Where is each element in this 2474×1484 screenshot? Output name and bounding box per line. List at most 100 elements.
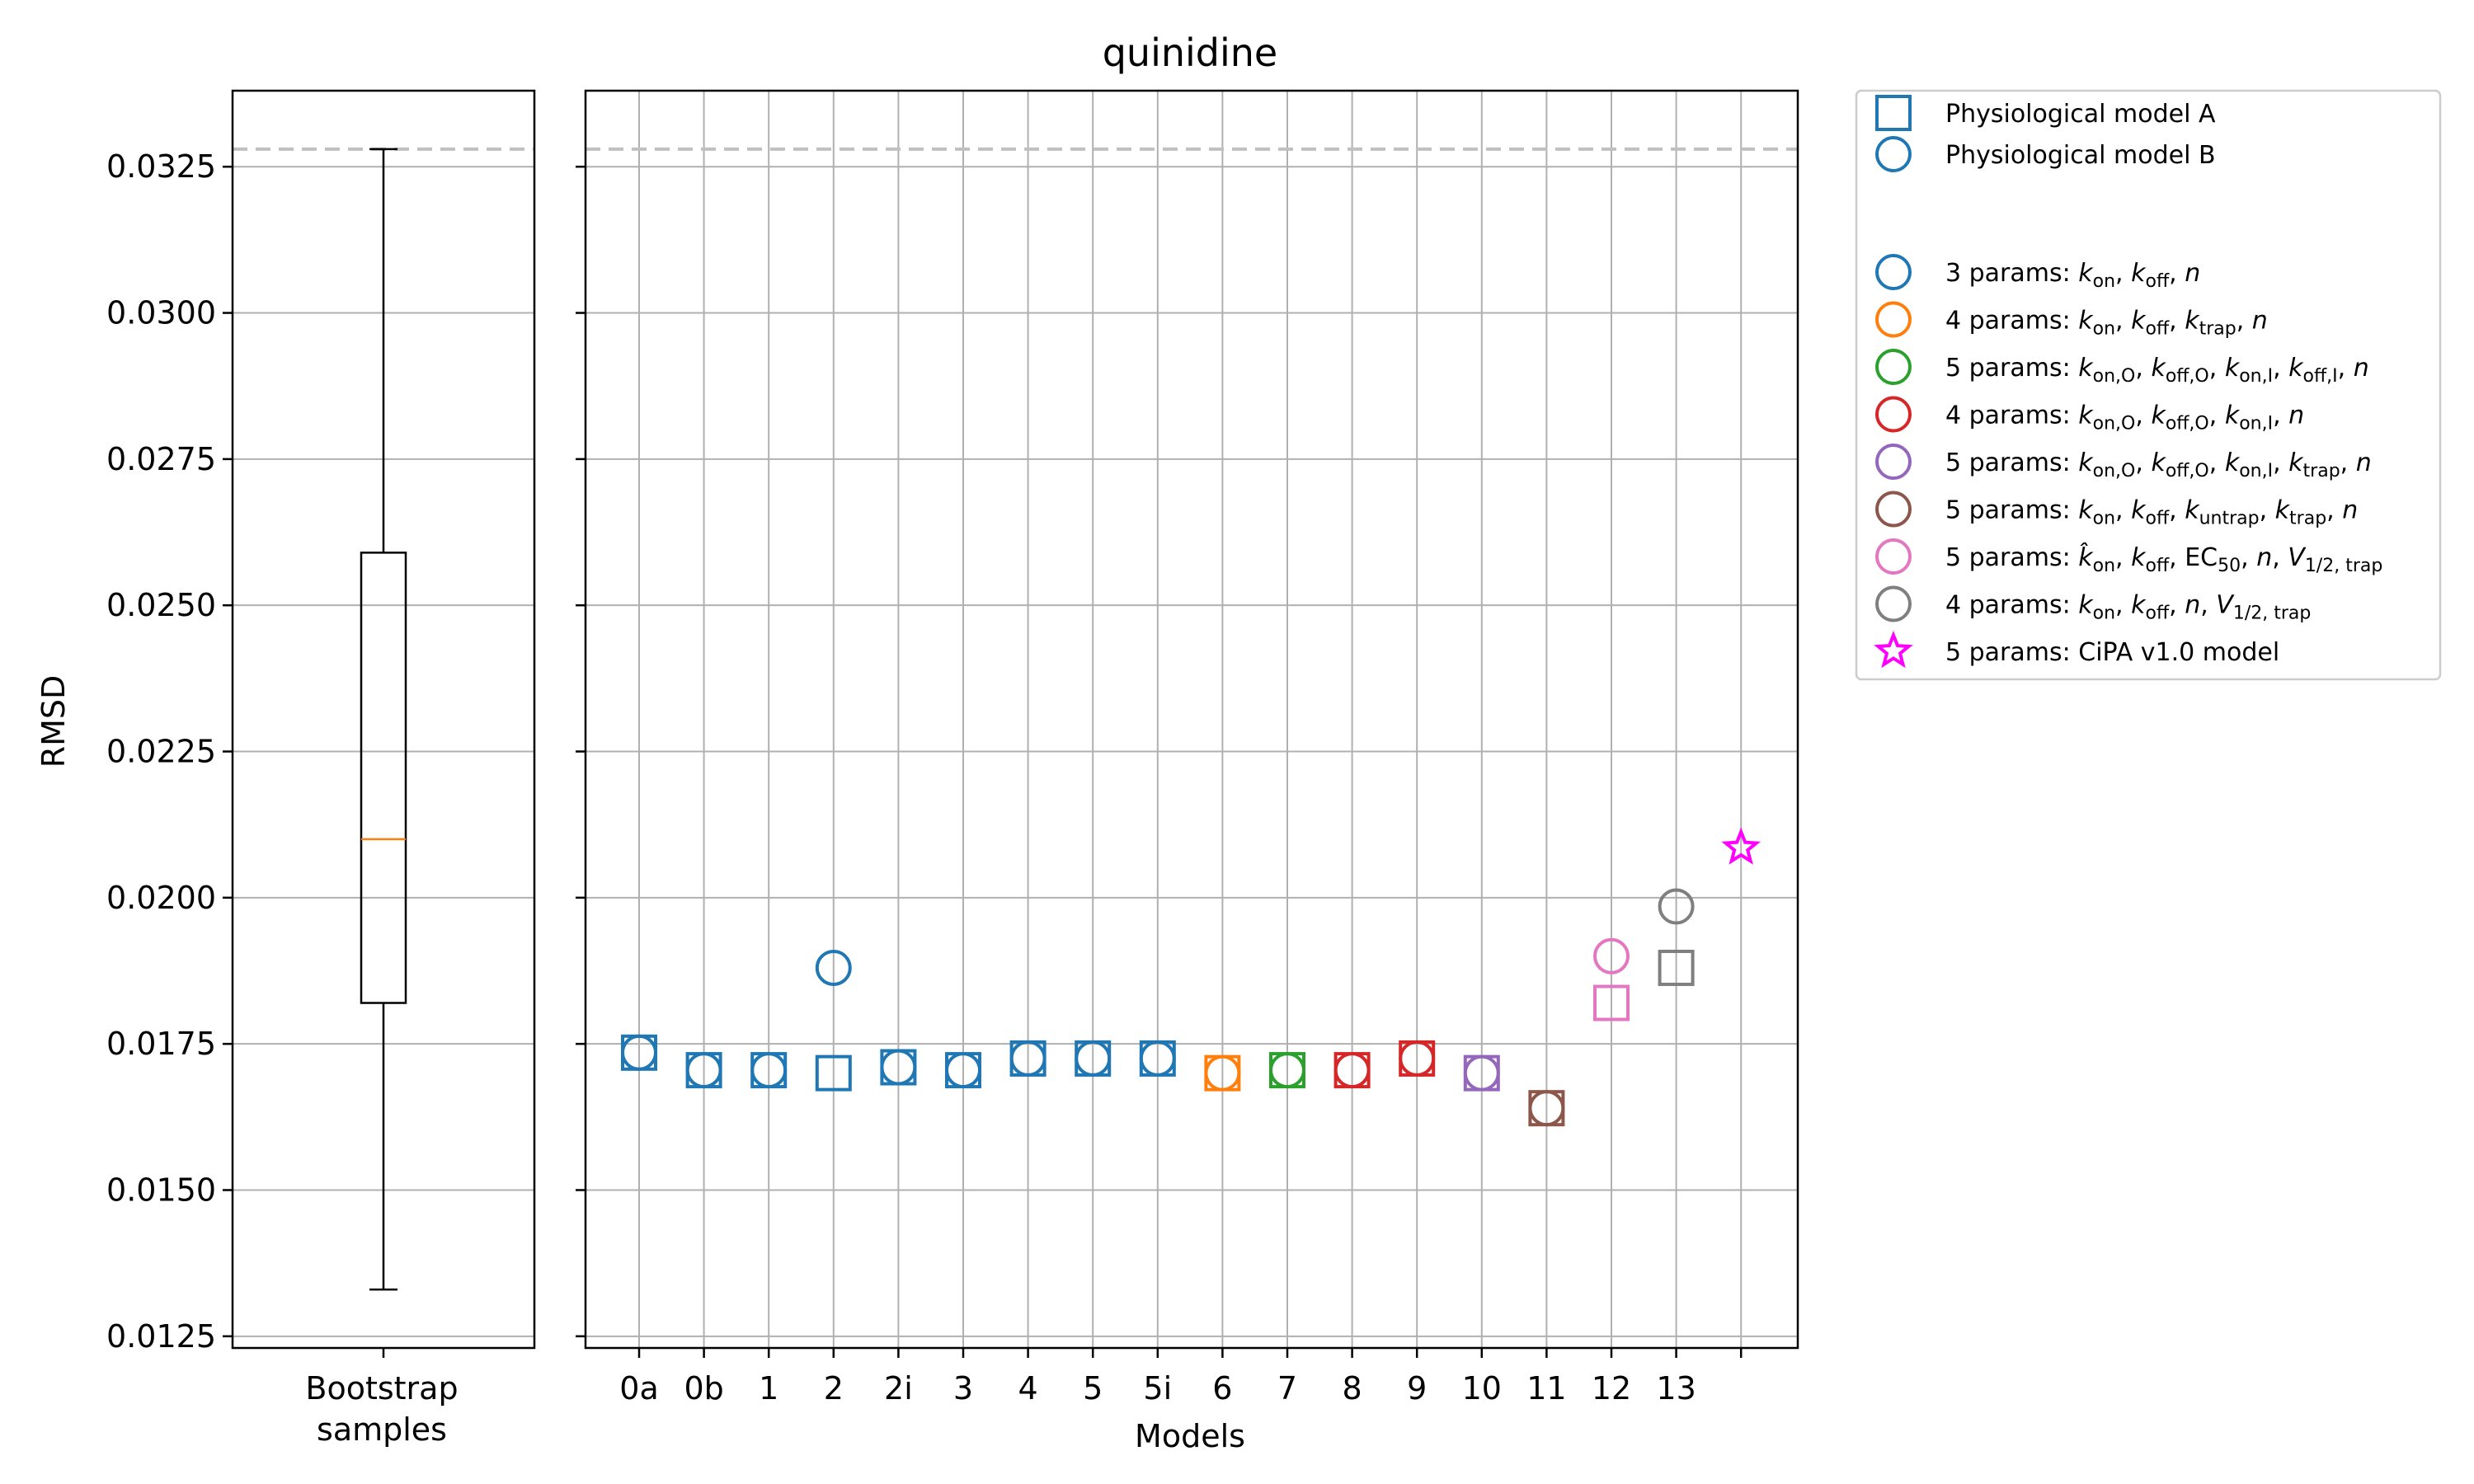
model-b-marker: [1139, 1040, 1176, 1077]
legend-label-part: 4 params:: [1945, 307, 2078, 336]
legend-label-part: ,: [2272, 543, 2288, 572]
legend-entries: Physiological model A Physiological model…: [1874, 95, 2382, 669]
legend-label-part: ,: [2236, 307, 2252, 336]
legend-label-part: on,O: [2093, 461, 2136, 481]
boxplot-box: [360, 552, 407, 1004]
boxplot-label-line1: Bootstrap: [305, 1370, 458, 1407]
model-a-marker: [815, 1054, 852, 1092]
legend-entry: 3 params: kon, koff, n: [1875, 254, 2200, 292]
legend-label: 4 params: kon,O, koff,O, kon,I, n: [1945, 402, 2304, 434]
legend-label: 4 params: kon, koff, ktrap, n: [1945, 307, 2268, 340]
legend-label-part: 5 params:: [1945, 354, 2078, 383]
legend-label-part: n: [2342, 496, 2358, 525]
y-tick-label: 0.0325: [106, 148, 216, 185]
legend-label-part: k: [2185, 307, 2200, 336]
legend-label-part: off,I: [2303, 366, 2338, 387]
legend-label-part: ,: [2260, 496, 2275, 525]
legend-label-part: 50: [2218, 556, 2241, 576]
x-tick-label: 0a: [619, 1370, 658, 1407]
legend-entry: Physiological model A: [1875, 95, 2216, 131]
legend-label-part: off: [2146, 556, 2170, 576]
legend-label-part: k: [2078, 354, 2094, 383]
legend-label-part: ,: [2338, 354, 2354, 383]
model-a-marker: [1593, 984, 1630, 1021]
model-b-marker: [1009, 1040, 1047, 1077]
legend-label-part: 1/2, trap: [2305, 556, 2383, 576]
legend-label-part: on,O: [2093, 414, 2136, 434]
x-axis-label: Models: [1135, 1418, 1245, 1454]
x-tick-label: 5: [1083, 1370, 1103, 1407]
legend-marker-icon: [1874, 631, 1913, 669]
legend-label-part: k: [2185, 496, 2200, 525]
y-tick-label: 0.0250: [106, 587, 216, 623]
model-b-marker: [621, 1034, 657, 1071]
legend-marker-icon: [1875, 585, 1912, 622]
legend-label-part: on: [2093, 603, 2115, 624]
legend-label-part: off,O: [2166, 414, 2209, 434]
legend-label-part: k: [2131, 307, 2147, 336]
legend-label: Physiological model A: [1945, 100, 2216, 129]
legend-label-part: off,O: [2166, 461, 2209, 481]
model-b-marker: [1593, 937, 1630, 974]
legend-marker-icon: [1875, 136, 1912, 172]
y-tick-label: 0.0150: [106, 1172, 216, 1208]
legend-label-part: k: [2275, 496, 2291, 525]
x-tick-label: 5i: [1143, 1370, 1172, 1407]
legend-label: 5 params: kon, koff, kuntrap, ktrap, n: [1945, 496, 2358, 529]
legend-label-part: on: [2093, 271, 2115, 292]
model-b-marker: [880, 1049, 917, 1086]
legend-label-part: k: [2288, 354, 2304, 383]
chart-title: quinidine: [1103, 31, 1278, 75]
legend-label-part: ,: [2115, 259, 2131, 288]
legend-label: 5 params: k̂on, koff, EC50, n, V1/2, tra…: [1945, 542, 2382, 576]
x-tick-label: 1: [759, 1370, 778, 1407]
legend-label-part: n: [2256, 543, 2272, 572]
legend-label-part: on,I: [2239, 414, 2273, 434]
legend-label-part: on: [2093, 556, 2115, 576]
legend-entry: 4 params: kon,O, koff,O, kon,I, n: [1875, 396, 2304, 434]
y-axis-ticks: 0.0125 0.0150 0.0175 0.0200 0.0225 0.0250 0.02…: [106, 148, 233, 1355]
data-markers: [621, 827, 1761, 1127]
model-b-marker: [1528, 1090, 1565, 1127]
main-gridlines: [586, 91, 1798, 1348]
x-tick-label: 6: [1212, 1370, 1232, 1407]
model-b-marker: [1463, 1054, 1500, 1092]
y-tick-label: 0.0300: [106, 295, 216, 331]
x-tick-label: 0b: [684, 1370, 723, 1407]
legend-label-part: k: [2288, 448, 2304, 477]
legend-label-part: k: [2078, 496, 2094, 525]
legend-label-part: off: [2146, 509, 2170, 529]
legend-marker-icon: [1875, 396, 1912, 433]
legend-label-part: n: [2356, 448, 2372, 477]
y-tick-label: 0.0175: [106, 1026, 216, 1062]
model-b-marker: [1269, 1052, 1305, 1089]
legend-entry: 5 params: CiPA v1.0 model: [1874, 631, 2279, 669]
legend-label-part: off: [2146, 319, 2170, 340]
y-axis-label: RMSD: [35, 675, 72, 768]
legend-label-part: k: [2225, 402, 2241, 430]
left-axes-frame: [231, 89, 536, 1350]
legend-label: 5 params: kon,O, koff,O, kon,I, koff,I, …: [1945, 354, 2369, 387]
legend-label-part: ,: [2135, 354, 2151, 383]
legend-label-part: on: [2093, 509, 2115, 529]
legend-label-part: ,: [2135, 448, 2151, 477]
legend-label-part: ,: [2340, 448, 2356, 477]
legend-label-part: ,: [2169, 496, 2185, 525]
legend-entry: Physiological model B: [1875, 136, 2216, 172]
model-a-marker: [1658, 949, 1695, 986]
legend-label-part: trap: [2199, 319, 2236, 340]
legend-label-part: k: [2131, 543, 2147, 572]
legend-entry: 4 params: kon, koff, n, V1/2, trap: [1875, 585, 2311, 624]
legend-label-part: , EC: [2169, 543, 2218, 572]
legend-label-part: ,: [2273, 448, 2288, 477]
y-tick-label: 0.0125: [106, 1318, 216, 1355]
legend-label-part: ,: [2209, 448, 2225, 477]
legend-marker-icon: [1875, 538, 1912, 575]
model-b-marker: [1204, 1054, 1241, 1092]
y-tick-label: 0.0275: [106, 441, 216, 477]
model-b-marker: [1333, 1052, 1371, 1089]
x-tick-label: 3: [953, 1370, 973, 1407]
legend-label-part: ,: [2169, 259, 2185, 288]
legend-entry: 4 params: kon, koff, ktrap, n: [1875, 301, 2268, 340]
